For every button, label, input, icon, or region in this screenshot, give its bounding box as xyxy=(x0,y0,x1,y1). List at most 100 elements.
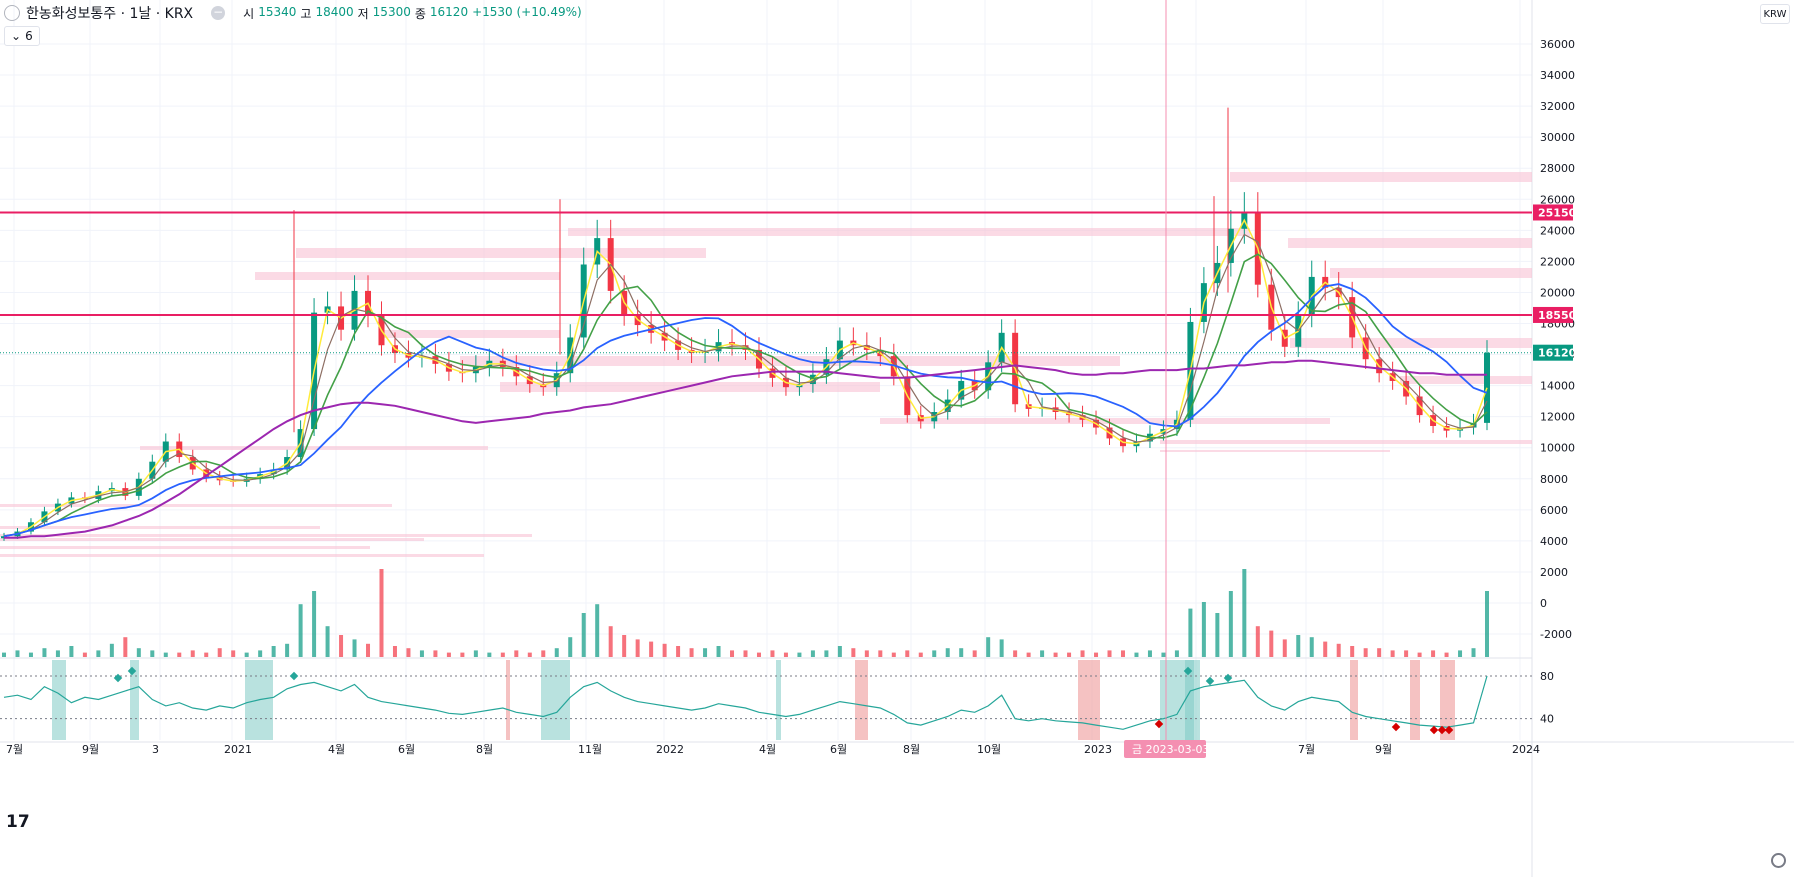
volume-bar xyxy=(1161,652,1166,657)
price-tick-label: 34000 xyxy=(1540,69,1575,82)
time-tick-label: 9월 xyxy=(82,743,99,756)
volume-bar xyxy=(891,652,896,657)
volume-bar xyxy=(568,637,573,657)
ohlc-legend: 시 15340 고 18400 저 15300 종 16120 +1530 (+10.4… xyxy=(243,4,582,21)
gear-icon[interactable] xyxy=(1771,853,1786,868)
price-tick-label: 14000 xyxy=(1540,380,1575,393)
time-tick-label: 2024 xyxy=(1512,743,1540,756)
volume-bar xyxy=(150,650,155,657)
minus-icon[interactable]: − xyxy=(211,5,226,20)
volume-bar xyxy=(689,648,694,657)
volume-bar xyxy=(703,648,708,657)
volume-bar xyxy=(312,591,317,657)
time-tick-label: 2021 xyxy=(224,743,252,756)
volume-bar xyxy=(662,643,667,657)
volume-bar xyxy=(554,648,559,657)
volume-bar xyxy=(730,650,735,657)
price-tag-label: 16120 xyxy=(1538,347,1577,360)
volume-bar xyxy=(514,650,519,657)
volume-bar xyxy=(433,650,438,657)
supply-zone xyxy=(0,526,320,529)
volume-bar xyxy=(123,637,128,657)
supply-zone xyxy=(1160,440,1532,444)
bullish-signal-icon xyxy=(1183,666,1193,676)
osc-oversold-band xyxy=(1410,660,1420,740)
volume-bar xyxy=(918,652,923,657)
volume-bar xyxy=(163,652,168,657)
volume-bar xyxy=(1363,648,1368,657)
volume-bar xyxy=(1134,652,1139,657)
time-tick-label: 4월 xyxy=(759,743,776,756)
price-tick-label: 26000 xyxy=(1540,193,1575,206)
bearish-signal-icon xyxy=(1391,722,1401,732)
volume-bar xyxy=(837,646,842,657)
volume-bar xyxy=(676,646,681,657)
volume-bar xyxy=(1444,652,1449,657)
supply-zone xyxy=(296,248,706,258)
volume-bar xyxy=(824,650,829,657)
price-tick-label: 2000 xyxy=(1540,566,1568,579)
volume-bar xyxy=(28,652,33,657)
price-tick-label: 28000 xyxy=(1540,162,1575,175)
volume-bar xyxy=(419,650,424,657)
volume-bar xyxy=(716,646,721,657)
price-tick-label: 6000 xyxy=(1540,504,1568,517)
osc-oversold-band xyxy=(506,660,510,740)
volume-bar xyxy=(1107,650,1112,657)
volume-bar xyxy=(1471,648,1476,657)
volume-bar xyxy=(1053,652,1058,657)
volume-bar xyxy=(1188,608,1193,657)
volume-bar xyxy=(1026,652,1031,657)
volume-bar xyxy=(366,643,371,657)
bullish-signal-icon xyxy=(289,671,299,681)
crosshair-date-tag xyxy=(1124,740,1206,758)
currency-button[interactable]: KRW xyxy=(1760,4,1790,24)
volume-bar xyxy=(55,650,60,657)
volume-bar xyxy=(1174,650,1179,657)
volume-bar xyxy=(986,637,991,657)
volume-bar xyxy=(460,652,465,657)
volume-bar xyxy=(945,648,950,657)
volume-bar xyxy=(1040,650,1045,657)
volume-bar xyxy=(635,639,640,657)
indicators-toggle[interactable]: ⌄ 6 xyxy=(4,26,40,46)
volume-bar xyxy=(1067,652,1072,657)
volume-bar xyxy=(581,613,586,657)
supply-zone xyxy=(140,446,488,450)
volume-bar xyxy=(1350,646,1355,657)
symbol-title[interactable]: 한농화성보통주 · 1날 · KRX xyxy=(26,6,194,22)
volume-bar xyxy=(136,648,141,657)
volume-bar xyxy=(878,650,883,657)
volume-bar xyxy=(1269,630,1274,657)
time-tick-label: 2023 xyxy=(1084,743,1112,756)
bearish-signal-icon xyxy=(1437,725,1447,735)
price-tick-label: 24000 xyxy=(1540,224,1575,237)
ma-line-long xyxy=(4,359,1487,539)
price-tag xyxy=(1533,204,1573,221)
osc-overbought-band xyxy=(541,660,570,740)
price-tick-label: 8000 xyxy=(1540,473,1568,486)
symbol-logo-icon[interactable] xyxy=(4,5,20,21)
volume-bar xyxy=(932,650,937,657)
volume-bar xyxy=(770,650,775,657)
volume-bar xyxy=(1094,652,1099,657)
volume-bar xyxy=(177,652,182,657)
volume-bar xyxy=(595,604,600,657)
time-tick-label: 8월 xyxy=(476,743,493,756)
price-tag-label: 18550 xyxy=(1538,309,1577,322)
time-tick-label: 4월 xyxy=(328,743,345,756)
supply-zone xyxy=(1230,172,1532,182)
price-tick-label: 12000 xyxy=(1540,411,1575,424)
price-tag xyxy=(1533,344,1573,361)
time-tick-label: 3 xyxy=(152,743,159,756)
volume-bar xyxy=(42,648,47,657)
osc-line xyxy=(3,675,1488,730)
crosshair-date-label: 금 2023-03-03 xyxy=(1132,743,1210,756)
volume-bar xyxy=(649,641,654,657)
osc-overbought-band xyxy=(776,660,781,740)
time-tick-label: 7월 xyxy=(1298,743,1315,756)
volume-bar xyxy=(352,639,357,657)
supply-zone xyxy=(0,554,484,557)
price-tick-label: 36000 xyxy=(1540,38,1575,51)
